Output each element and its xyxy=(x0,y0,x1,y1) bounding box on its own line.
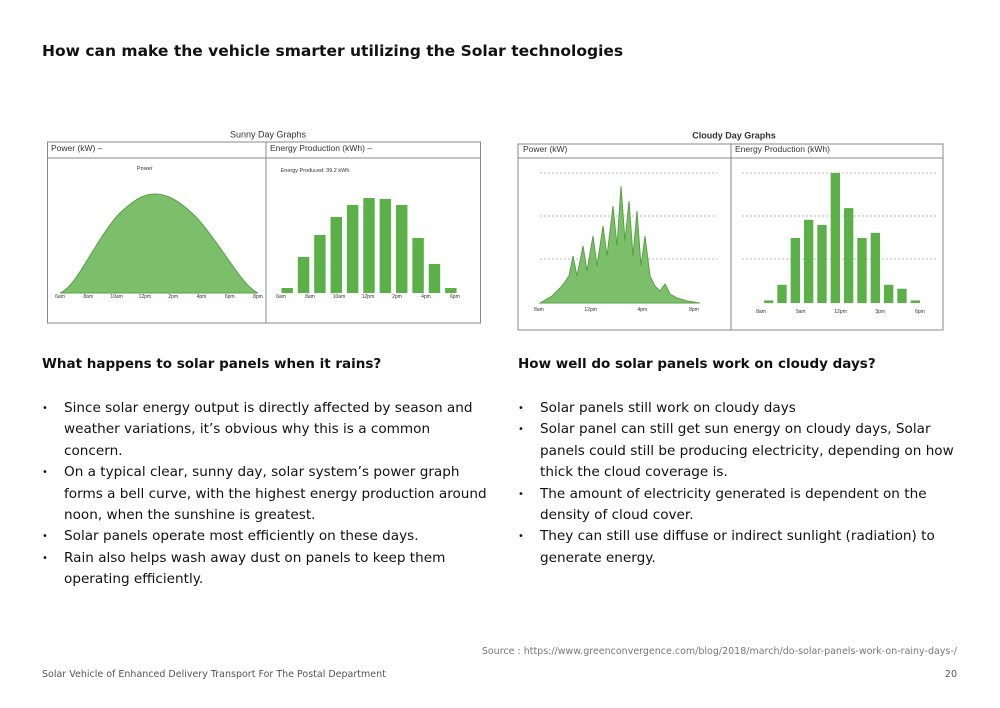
page-title: How can make the vehicle smarter utilizi… xyxy=(42,42,624,60)
x-tick-label: 3pm xyxy=(875,309,885,315)
x-tick-label: 4pm xyxy=(197,294,207,300)
annotation: Power xyxy=(137,166,153,172)
bullet-item: The amount of electricity generated is d… xyxy=(518,484,958,527)
panel-label: Power (kW) xyxy=(523,144,568,154)
bar xyxy=(314,235,326,293)
bar xyxy=(379,199,392,293)
x-tick-label: 4pm xyxy=(637,307,647,313)
bullet-item: They can still use diffuse or indirect s… xyxy=(518,526,958,569)
x-tick-label: 12pm xyxy=(584,307,597,313)
x-tick-label: 12pm xyxy=(139,294,152,300)
figure-title: Sunny Day Graphs xyxy=(230,129,307,139)
section-heading: What happens to solar panels when it rai… xyxy=(42,356,382,372)
bullet-item: On a typical clear, sunny day, solar sys… xyxy=(42,462,490,526)
bullet-item: Since solar energy output is directly af… xyxy=(42,398,490,462)
bar xyxy=(363,198,375,293)
bar xyxy=(910,300,920,303)
sunny-figure: Sunny Day Graphs Power (kW) – Energy Produ… xyxy=(47,129,481,324)
bar xyxy=(281,288,293,293)
bullet-item: Solar panels operate most efficiently on… xyxy=(42,526,490,548)
x-tick-label: 2pm xyxy=(392,294,402,300)
bar xyxy=(330,217,342,293)
page-number: 20 xyxy=(944,669,957,680)
power-curve xyxy=(538,185,701,304)
bar xyxy=(804,219,814,303)
bar xyxy=(346,205,359,293)
bullet-list: Since solar energy output is directly af… xyxy=(42,398,490,591)
x-tick-label: 9am xyxy=(796,309,806,315)
x-tick-label: 10am xyxy=(333,294,346,300)
panel-label: Energy Production (kWh) xyxy=(735,144,830,154)
x-tick-label: 12pm xyxy=(834,309,847,315)
bar xyxy=(297,257,310,293)
power-curve xyxy=(59,193,259,294)
x-tick-label: 8pm xyxy=(689,307,699,313)
source: Source : https://www.greenconvergence.co… xyxy=(481,646,957,657)
bar xyxy=(445,288,457,293)
section-heading: How well do solar panels work on cloudy … xyxy=(518,356,876,372)
bullet-item: Rain also helps wash away dust on panels… xyxy=(42,548,490,591)
panel-label: Energy Production (kWh) – xyxy=(270,143,372,153)
x-tick-label: 2pm xyxy=(168,294,178,300)
bar xyxy=(396,205,408,293)
cloudy-figure: Cloudy Day Graphs Power (kW) Energy Produc… xyxy=(517,130,944,331)
bullet-item: Solar panel can still get sun energy on … xyxy=(518,419,958,483)
bullet-list: Solar panels still work on cloudy daysSo… xyxy=(518,398,958,569)
bar xyxy=(884,284,894,303)
footer-text: Solar Vehicle of Enhanced Delivery Trans… xyxy=(42,669,386,680)
bar xyxy=(870,232,880,303)
x-tick-label: 8pm xyxy=(253,294,263,300)
x-tick-label: 6pm xyxy=(450,294,460,300)
x-tick-label: 12pm xyxy=(362,294,375,300)
annotation: Energy Produced: 39.2 kWh xyxy=(281,168,350,174)
x-tick-label: 10am xyxy=(110,294,123,300)
figure-title: Cloudy Day Graphs xyxy=(692,130,776,140)
x-tick-label: 6pm xyxy=(225,294,235,300)
bar xyxy=(428,264,441,293)
x-tick-label: 4pm xyxy=(421,294,431,300)
x-tick-label: 8am xyxy=(305,294,315,300)
bar xyxy=(412,238,424,293)
x-tick-label: 6am xyxy=(55,294,65,300)
bar xyxy=(830,173,840,303)
bar xyxy=(764,300,774,303)
bar xyxy=(857,238,867,303)
x-tick-label: 6pm xyxy=(915,309,925,315)
x-tick-label: 6am xyxy=(276,294,286,300)
bar xyxy=(897,288,907,303)
bar xyxy=(844,208,854,303)
bar xyxy=(790,238,800,303)
bullet-item: Solar panels still work on cloudy days xyxy=(518,398,958,420)
bar xyxy=(817,225,827,303)
x-tick-label: 8am xyxy=(756,309,766,315)
x-tick-label: 8am xyxy=(534,307,544,313)
bar xyxy=(777,284,787,303)
panel-label: Power (kW) – xyxy=(51,143,103,153)
x-tick-label: 8am xyxy=(83,294,93,300)
